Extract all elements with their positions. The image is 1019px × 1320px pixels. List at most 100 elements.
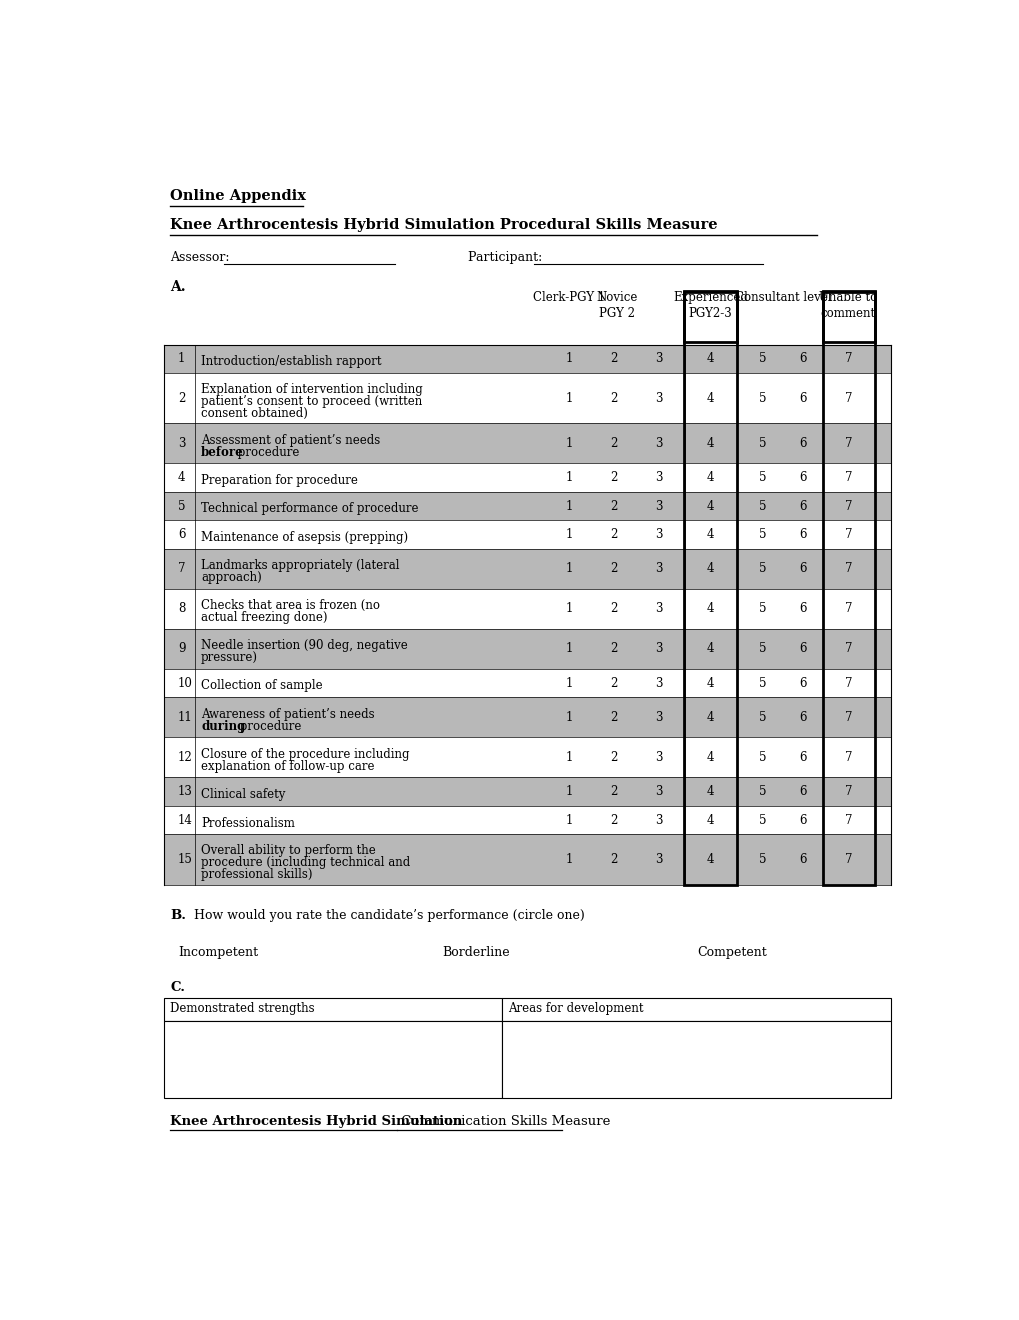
Text: patient’s consent to proceed (written: patient’s consent to proceed (written [201,395,422,408]
Text: 5: 5 [758,471,766,484]
Text: 6: 6 [799,785,806,799]
Text: 6: 6 [799,392,806,405]
Text: 5: 5 [758,602,766,615]
Text: 2: 2 [610,813,618,826]
Text: 7: 7 [177,562,185,576]
Text: 6: 6 [799,562,806,576]
Text: 1: 1 [565,499,573,512]
Text: Communication Skills Measure: Communication Skills Measure [396,1114,609,1127]
Text: C.: C. [170,981,184,994]
Text: Assessor:: Assessor: [170,251,233,264]
Text: 1: 1 [565,471,573,484]
Text: Technical performance of procedure: Technical performance of procedure [201,503,418,515]
Text: Online Appendix: Online Appendix [170,189,306,203]
Text: 5: 5 [177,499,185,512]
Text: 2: 2 [610,471,618,484]
Bar [164,697,890,738]
Text: 15: 15 [177,853,193,866]
Text: 4: 4 [706,528,713,541]
Text: Closure of the procedure including: Closure of the procedure including [201,748,410,760]
Text: 4: 4 [706,751,713,764]
Text: Novice
PGY 2: Novice PGY 2 [596,290,637,319]
Text: procedure (including technical and: procedure (including technical and [201,855,410,869]
Text: 3: 3 [655,528,662,541]
Text: 3: 3 [655,602,662,615]
Text: Knee Arthrocentesis Hybrid Simulation Procedural Skills Measure: Knee Arthrocentesis Hybrid Simulation Pr… [170,219,717,232]
Text: 9: 9 [177,643,185,656]
Bar [164,589,890,628]
Text: 5: 5 [758,751,766,764]
Text: 4: 4 [706,785,713,799]
Text: 6: 6 [799,437,806,450]
Text: 7: 7 [844,437,851,450]
Text: 4: 4 [706,562,713,576]
Text: actual freezing done): actual freezing done) [201,611,327,624]
Text: Maintenance of asepsis (prepping): Maintenance of asepsis (prepping) [201,531,408,544]
Text: 6: 6 [799,711,806,723]
Text: Demonstrated strengths: Demonstrated strengths [170,1002,315,1015]
Text: 1: 1 [565,437,573,450]
Text: 4: 4 [706,711,713,723]
Text: 13: 13 [177,785,193,799]
Text: 5: 5 [758,437,766,450]
Text: 6: 6 [799,471,806,484]
Text: Explanation of intervention including: Explanation of intervention including [201,383,423,396]
Text: 5: 5 [758,562,766,576]
Bar [164,738,890,777]
Text: 3: 3 [655,711,662,723]
Text: 6: 6 [799,853,806,866]
Text: consent obtained): consent obtained) [201,407,308,420]
Text: 6: 6 [799,602,806,615]
Text: 5: 5 [758,352,766,366]
Text: 7: 7 [844,677,851,689]
Text: 7: 7 [844,853,851,866]
Text: Introduction/establish rapport: Introduction/establish rapport [201,355,381,368]
Text: Clerk-PGY 1: Clerk-PGY 1 [533,290,605,304]
Text: 4: 4 [706,437,713,450]
Text: approach): approach) [201,572,262,585]
Bar [164,669,890,697]
Text: 5: 5 [758,813,766,826]
Text: 1: 1 [565,392,573,405]
Text: 7: 7 [844,813,851,826]
Text: professional skills): professional skills) [201,867,312,880]
Text: 6: 6 [799,677,806,689]
Text: 7: 7 [844,471,851,484]
Text: 3: 3 [655,785,662,799]
Text: 5: 5 [758,711,766,723]
Text: 1: 1 [565,602,573,615]
Text: 3: 3 [655,437,662,450]
Text: 4: 4 [706,853,713,866]
Text: Overall ability to perform the: Overall ability to perform the [201,843,376,857]
Text: 6: 6 [799,751,806,764]
Text: Knee Arthrocentesis Hybrid Simulation: Knee Arthrocentesis Hybrid Simulation [170,1114,462,1127]
Text: 3: 3 [655,643,662,656]
Text: 4: 4 [706,813,713,826]
Text: 4: 4 [706,677,713,689]
Text: 2: 2 [610,602,618,615]
Text: 5: 5 [758,528,766,541]
Text: 5: 5 [758,643,766,656]
Text: 3: 3 [655,499,662,512]
Text: 1: 1 [565,677,573,689]
Text: 8: 8 [177,602,185,615]
Text: Checks that area is frozen (no: Checks that area is frozen (no [201,599,380,612]
Text: 7: 7 [844,528,851,541]
Text: Unable to
comment: Unable to comment [818,290,876,319]
Text: 5: 5 [758,499,766,512]
Text: Landmarks appropriately (lateral: Landmarks appropriately (lateral [201,560,399,572]
Text: Knee Arthrocentesis Hybrid Simulation: Knee Arthrocentesis Hybrid Simulation [170,1114,462,1127]
Text: 10: 10 [177,677,193,689]
Text: 14: 14 [177,813,193,826]
Text: 7: 7 [844,562,851,576]
Text: Borderline: Borderline [442,946,510,960]
Text: 7: 7 [844,711,851,723]
Text: Participant:: Participant: [468,251,546,264]
Text: 4: 4 [706,471,713,484]
Text: 2: 2 [610,528,618,541]
Bar [164,998,501,1020]
Text: Consultant level: Consultant level [734,290,830,304]
Bar [684,290,737,342]
Text: 1: 1 [565,853,573,866]
Text: explanation of follow-up care: explanation of follow-up care [201,760,374,772]
